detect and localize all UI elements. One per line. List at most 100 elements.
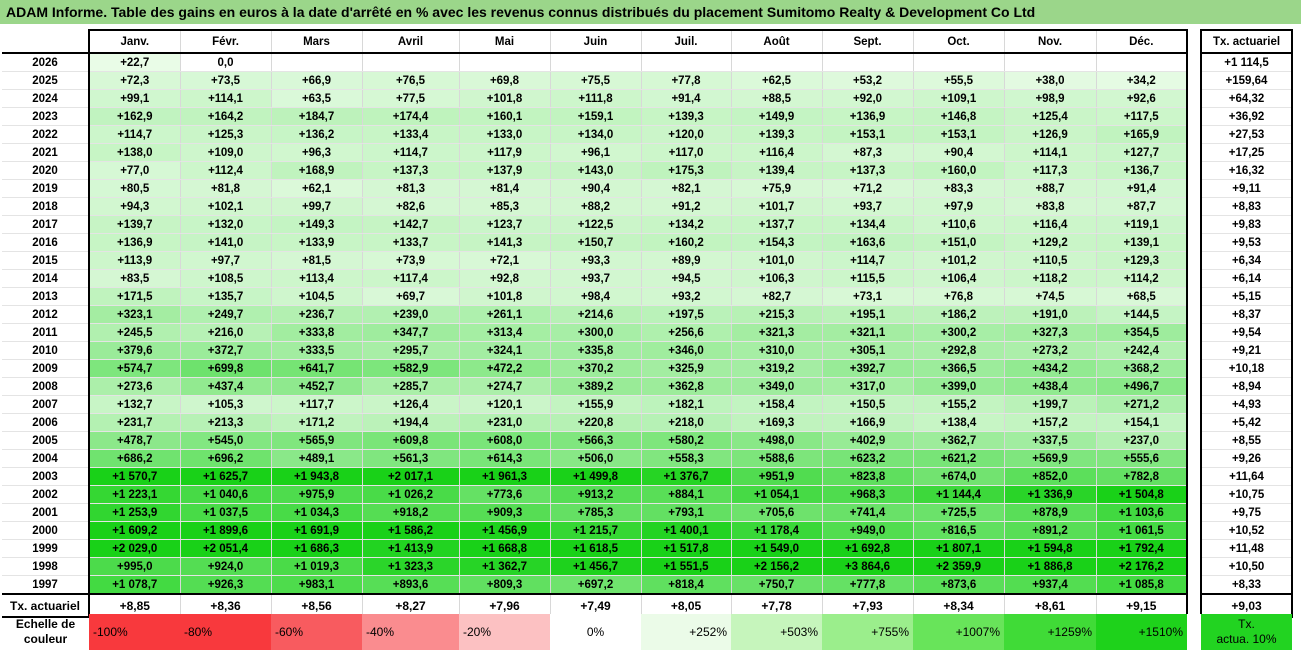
- value-cell: +614,3: [459, 449, 551, 468]
- value-cell: +1 376,7: [641, 467, 732, 486]
- value-cell: +92,6: [1096, 89, 1188, 108]
- value-cell: +696,2: [180, 449, 272, 468]
- value-cell: +72,3: [89, 71, 181, 90]
- value-cell: +76,5: [362, 71, 460, 90]
- value-cell: +1 054,1: [731, 485, 823, 504]
- value-cell: +115,5: [822, 269, 914, 288]
- value-cell: +197,5: [641, 305, 732, 324]
- table-row: 2024 +99,1 +114,1 +63,5 +77,5 +101,8 +111,8 +91…: [2, 89, 1293, 108]
- value-cell: +98,9: [1004, 89, 1097, 108]
- value-cell: +154,1: [1096, 413, 1188, 432]
- column-gap: [1187, 251, 1201, 270]
- value-cell: +141,3: [459, 233, 551, 252]
- value-cell: +273,2: [1004, 341, 1097, 360]
- value-cell: +558,3: [641, 449, 732, 468]
- value-cell: [641, 53, 732, 72]
- value-cell: +909,3: [459, 503, 551, 522]
- column-gap: [1187, 107, 1201, 126]
- value-cell: +153,1: [913, 125, 1005, 144]
- value-cell: +2 051,4: [180, 539, 272, 558]
- value-cell: +73,5: [180, 71, 272, 90]
- value-cell: +73,9: [362, 251, 460, 270]
- value-cell: +793,1: [641, 503, 732, 522]
- value-cell: +109,1: [913, 89, 1005, 108]
- value-cell: +66,9: [271, 71, 363, 90]
- year-header-blank: [2, 30, 90, 54]
- rate-cell: +11,64: [1200, 467, 1293, 486]
- value-cell: +93,7: [822, 197, 914, 216]
- value-cell: +1 551,5: [641, 557, 732, 576]
- value-cell: +2 156,2: [731, 557, 823, 576]
- table-row: 2021 +138,0 +109,0 +96,3 +114,7 +117,9 +96,1 +1…: [2, 143, 1293, 162]
- value-cell: +1 899,6: [180, 521, 272, 540]
- value-cell: +81,4: [459, 179, 551, 198]
- column-gap: [1187, 287, 1201, 306]
- rate-cell: +10,18: [1200, 359, 1293, 378]
- scale-step: -80%: [180, 614, 271, 650]
- value-cell: +569,9: [1004, 449, 1097, 468]
- value-cell: +97,9: [913, 197, 1005, 216]
- scale-note-line2: actua. 10%: [1216, 632, 1277, 646]
- value-cell: +773,6: [459, 485, 551, 504]
- value-cell: +120,1: [459, 395, 551, 414]
- color-scale: Echelle de couleur -100% -80% -60% -40% -20% 0%…: [2, 614, 1292, 650]
- header-row: Janv. Févr. Mars Avril Mai Juin Juil. Août Sept.…: [2, 29, 1293, 54]
- column-gap: [1187, 431, 1201, 450]
- value-cell: +62,5: [731, 71, 823, 90]
- value-cell: +1 085,8: [1096, 575, 1188, 595]
- scale-step: 0%: [550, 614, 641, 650]
- rate-cell: +9,54: [1200, 323, 1293, 342]
- value-cell: +1 456,9: [459, 521, 551, 540]
- value-cell: +150,7: [550, 233, 642, 252]
- value-cell: +231,7: [89, 413, 181, 432]
- value-cell: +75,5: [550, 71, 642, 90]
- value-cell: [1004, 53, 1097, 72]
- value-cell: +937,4: [1004, 575, 1097, 595]
- value-cell: +913,2: [550, 485, 642, 504]
- scale-step: +755%: [822, 614, 913, 650]
- value-cell: +389,2: [550, 377, 642, 396]
- value-cell: [913, 53, 1005, 72]
- value-cell: +154,3: [731, 233, 823, 252]
- value-cell: +114,1: [180, 89, 272, 108]
- table-row: 2026 +22,7 0,0 +1 114,5: [2, 53, 1293, 72]
- value-cell: +81,8: [180, 179, 272, 198]
- scale-step: +503%: [731, 614, 822, 650]
- value-cell: +975,9: [271, 485, 363, 504]
- month-header: Févr.: [180, 29, 272, 54]
- value-cell: +926,3: [180, 575, 272, 595]
- value-cell: +370,2: [550, 359, 642, 378]
- value-cell: +116,4: [731, 143, 823, 162]
- value-cell: +951,9: [731, 467, 823, 486]
- value-cell: +452,7: [271, 377, 363, 396]
- value-cell: +75,9: [731, 179, 823, 198]
- value-cell: +478,7: [89, 431, 181, 450]
- value-cell: +90,4: [550, 179, 642, 198]
- value-cell: +160,1: [459, 107, 551, 126]
- value-cell: +2 017,1: [362, 467, 460, 486]
- value-cell: +55,5: [913, 71, 1005, 90]
- value-cell: +153,1: [822, 125, 914, 144]
- value-cell: +215,3: [731, 305, 823, 324]
- table-row: 2006 +231,7 +213,3 +171,2 +194,4 +231,0 +220,8…: [2, 413, 1293, 432]
- scale-step: +1259%: [1004, 614, 1096, 650]
- value-cell: +151,0: [913, 233, 1005, 252]
- value-cell: +1 570,7: [89, 467, 181, 486]
- value-cell: +609,8: [362, 431, 460, 450]
- rate-cell: +64,32: [1200, 89, 1293, 108]
- value-cell: +126,4: [362, 395, 460, 414]
- value-cell: +321,1: [822, 323, 914, 342]
- value-cell: +261,1: [459, 305, 551, 324]
- value-cell: +108,5: [180, 269, 272, 288]
- value-cell: +88,2: [550, 197, 642, 216]
- table-row: 2007 +132,7 +105,3 +117,7 +126,4 +120,1 +155,9…: [2, 395, 1293, 414]
- rate-cell: +6,34: [1200, 251, 1293, 270]
- value-cell: +1 061,5: [1096, 521, 1188, 540]
- value-cell: +489,1: [271, 449, 363, 468]
- value-cell: +53,2: [822, 71, 914, 90]
- value-cell: +168,9: [271, 161, 363, 180]
- value-cell: +99,1: [89, 89, 181, 108]
- rate-cell: +8,55: [1200, 431, 1293, 450]
- value-cell: +305,1: [822, 341, 914, 360]
- value-cell: [731, 53, 823, 72]
